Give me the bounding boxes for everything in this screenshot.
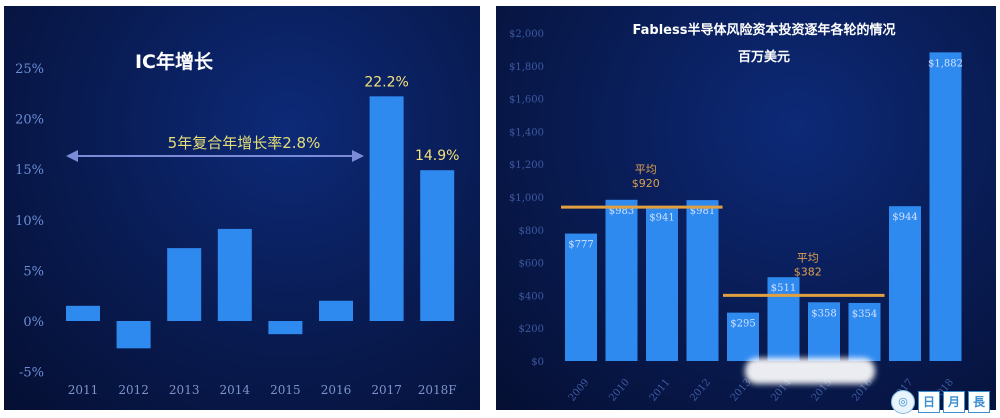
x-tick-label: 2009	[567, 377, 592, 404]
bar	[686, 200, 719, 361]
watermark-char: 日	[918, 391, 940, 413]
bar	[167, 248, 202, 321]
average-value-label: $920	[632, 177, 660, 190]
x-tick-label: 2012	[118, 383, 149, 397]
y-tick-label: $400	[519, 291, 544, 302]
x-tick-label: 2016	[321, 383, 352, 397]
y-tick-label: $600	[519, 259, 544, 270]
arrow-right-icon	[352, 150, 364, 162]
y-tick-label: 20%	[15, 113, 44, 128]
x-tick-label: 2011	[648, 377, 673, 404]
y-tick-label: $1,400	[509, 127, 544, 138]
ic-growth-chart-panel: IC年增长 25% 20% 15% 10% 5% 0% -5% 2011 2012 2013 2014…	[4, 6, 480, 410]
x-tick-label: 2014	[220, 383, 251, 397]
bar	[889, 206, 921, 361]
bar	[848, 302, 881, 361]
watermark-char: 長	[968, 391, 990, 413]
y-tick-label: $800	[519, 226, 544, 237]
bar-value-label: $981	[690, 206, 715, 217]
x-tick-label: 2010	[607, 377, 632, 404]
bar	[66, 305, 100, 321]
average-value-label: $382	[794, 265, 822, 278]
fabless-vc-chart-panel: Fabless半导体风险资本投资逐年各轮的情况 百万美元 $2,000 $1,800 $…	[496, 6, 996, 410]
y-tick-label: 5%	[23, 264, 44, 279]
bar	[116, 321, 151, 349]
y-tick-label: $1,200	[509, 160, 544, 171]
bar	[929, 52, 962, 362]
chart-subtitle: 百万美元	[738, 49, 790, 65]
y-tick-label: $1,000	[509, 193, 544, 204]
bar	[767, 277, 800, 361]
watermark-char: 月	[943, 391, 965, 413]
data-label: 14.9%	[415, 148, 459, 164]
y-tick-label: $1,800	[509, 62, 544, 73]
watermark-blur	[745, 358, 875, 384]
y-tick-label: 15%	[15, 163, 44, 178]
average-label: 平均	[797, 251, 819, 264]
bar-value-label: $777	[568, 240, 593, 251]
y-tick-label: $0	[531, 357, 544, 368]
bar	[369, 96, 404, 321]
chart-title: IC年增长	[135, 50, 214, 73]
bar	[268, 321, 303, 335]
bar	[605, 199, 638, 361]
x-tick-label: 2012	[688, 377, 713, 404]
y-tick-label: 10%	[15, 214, 44, 229]
bar	[808, 302, 840, 361]
y-tick-label: 0%	[23, 315, 44, 330]
x-tick-label: 2017	[371, 383, 402, 397]
cagr-annotation: 5年复合年增长率2.8%	[168, 134, 321, 152]
watermark-logo-icon: ◎	[891, 390, 915, 414]
bar-value-label: $941	[649, 213, 674, 224]
y-tick-label: 25%	[15, 62, 44, 77]
bar	[646, 206, 678, 361]
bar-value-label: $295	[730, 319, 755, 330]
bar	[319, 300, 353, 321]
bar-value-label: $944	[892, 212, 917, 223]
bar-value-label: $511	[771, 283, 796, 294]
bar	[565, 233, 597, 361]
x-tick-label: 2015	[270, 383, 301, 397]
y-tick-label: -5%	[19, 366, 44, 381]
bar	[217, 228, 252, 321]
y-tick-label: $2,000	[509, 29, 544, 40]
bar-value-label: $1,882	[928, 58, 963, 69]
data-label: 22.2%	[364, 74, 408, 90]
bar-value-label: $983	[609, 206, 634, 217]
arrow-left-icon	[66, 150, 78, 162]
bar	[727, 312, 759, 361]
average-label: 平均	[635, 163, 657, 176]
bar-value-label: $354	[852, 309, 877, 320]
x-tick-label: 2018F	[418, 383, 457, 397]
watermark: ◎ 日 月 長	[891, 388, 990, 416]
y-tick-label: $1,600	[509, 95, 544, 106]
x-tick-label: 2011	[68, 383, 99, 397]
bar	[420, 170, 455, 321]
chart-title: Fabless半导体风险资本投资逐年各轮的情况	[633, 22, 896, 38]
bar-value-label: $358	[811, 308, 836, 319]
ic-growth-chart: IC年增长 25% 20% 15% 10% 5% 0% -5% 2011 2012 2013 2014…	[15, 50, 459, 397]
x-tick-label: 2013	[169, 383, 200, 397]
y-tick-label: $200	[519, 324, 544, 335]
